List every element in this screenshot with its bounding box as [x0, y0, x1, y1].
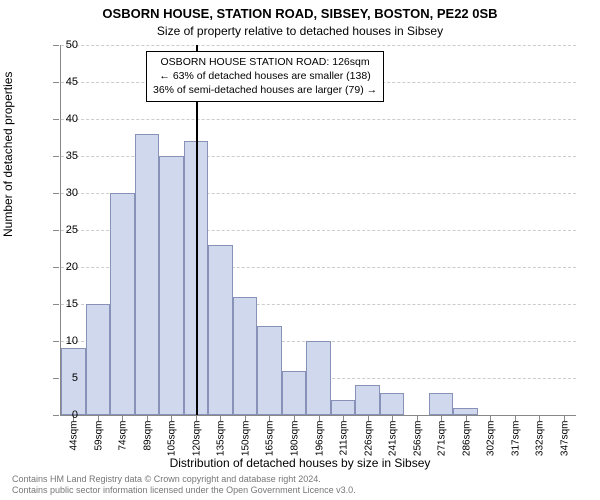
- callout-line1: OSBORN HOUSE STATION ROAD: 126sqm: [153, 55, 377, 69]
- histogram-bar: [355, 385, 380, 415]
- x-tick-label: 226sqm: [363, 421, 374, 471]
- footer-line1: Contains HM Land Registry data © Crown c…: [12, 474, 321, 484]
- histogram-bar: [380, 393, 405, 415]
- y-tick-label: 35: [48, 150, 78, 162]
- histogram-bar: [233, 297, 258, 415]
- y-tick-label: 15: [48, 298, 78, 310]
- footer-line2: Contains public sector information licen…: [12, 485, 356, 495]
- x-tick-label: 180sqm: [289, 421, 300, 471]
- gridline: [61, 119, 576, 120]
- x-tick-label: 271sqm: [437, 421, 448, 471]
- y-tick-label: 20: [48, 261, 78, 273]
- histogram-bar: [86, 304, 111, 415]
- x-tick-label: 59sqm: [93, 421, 104, 471]
- x-tick-label: 347sqm: [559, 421, 570, 471]
- histogram-bar: [453, 408, 478, 415]
- histogram-bar: [257, 326, 282, 415]
- x-tick-label: 317sqm: [510, 421, 521, 471]
- histogram-bar: [282, 371, 307, 415]
- x-tick-label: 196sqm: [314, 421, 325, 471]
- x-tick-label: 120sqm: [191, 421, 202, 471]
- x-tick-label: 44sqm: [69, 421, 80, 471]
- x-tick-label: 105sqm: [167, 421, 178, 471]
- y-tick-label: 5: [48, 372, 78, 384]
- x-tick-label: 256sqm: [412, 421, 423, 471]
- histogram-bar: [110, 193, 135, 415]
- y-tick-label: 30: [48, 187, 78, 199]
- callout-line3: 36% of semi-detached houses are larger (…: [153, 83, 377, 97]
- x-tick-label: 302sqm: [486, 421, 497, 471]
- y-tick-label: 40: [48, 113, 78, 125]
- histogram-bar: [135, 134, 160, 415]
- x-tick-label: 165sqm: [265, 421, 276, 471]
- x-tick-label: 211sqm: [339, 421, 350, 471]
- x-tick-label: 241sqm: [388, 421, 399, 471]
- x-tick-label: 74sqm: [118, 421, 129, 471]
- x-tick-label: 286sqm: [461, 421, 472, 471]
- y-tick-label: 0: [48, 409, 78, 421]
- x-tick-label: 332sqm: [535, 421, 546, 471]
- footer-note: Contains HM Land Registry data © Crown c…: [12, 474, 356, 496]
- chart-container: OSBORN HOUSE, STATION ROAD, SIBSEY, BOST…: [0, 0, 600, 500]
- gridline: [61, 45, 576, 46]
- y-tick-label: 50: [48, 39, 78, 51]
- chart-subtitle: Size of property relative to detached ho…: [0, 24, 600, 38]
- chart-title: OSBORN HOUSE, STATION ROAD, SIBSEY, BOST…: [0, 6, 600, 21]
- plot-area: OSBORN HOUSE STATION ROAD: 126sqm← 63% o…: [60, 45, 576, 416]
- y-axis-label: Number of detached properties: [1, 72, 15, 237]
- histogram-bar: [429, 393, 454, 415]
- x-tick-label: 150sqm: [240, 421, 251, 471]
- y-tick-label: 10: [48, 335, 78, 347]
- y-tick-label: 25: [48, 224, 78, 236]
- histogram-bar: [159, 156, 184, 415]
- x-tick-label: 89sqm: [142, 421, 153, 471]
- histogram-bar: [331, 400, 356, 415]
- callout-line2: ← 63% of detached houses are smaller (13…: [153, 69, 377, 83]
- histogram-bar: [306, 341, 331, 415]
- histogram-bar: [208, 245, 233, 415]
- x-tick-label: 135sqm: [216, 421, 227, 471]
- callout-box: OSBORN HOUSE STATION ROAD: 126sqm← 63% o…: [146, 51, 384, 102]
- y-tick-label: 45: [48, 76, 78, 88]
